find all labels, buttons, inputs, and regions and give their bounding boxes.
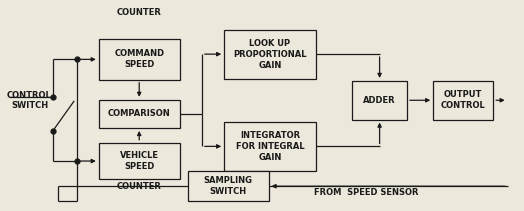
Bar bbox=[224, 122, 315, 171]
Bar bbox=[99, 143, 180, 179]
Bar bbox=[352, 81, 407, 120]
Bar bbox=[433, 81, 493, 120]
Bar bbox=[99, 100, 180, 128]
Text: SAMPLING
SWITCH: SAMPLING SWITCH bbox=[203, 176, 253, 196]
Text: COMMAND
SPEED: COMMAND SPEED bbox=[114, 49, 165, 69]
Text: LOOK UP
PROPORTIONAL
GAIN: LOOK UP PROPORTIONAL GAIN bbox=[233, 39, 307, 70]
Text: VEHICLE
SPEED: VEHICLE SPEED bbox=[119, 151, 159, 171]
Bar bbox=[224, 30, 315, 79]
Bar bbox=[188, 171, 269, 201]
Text: CONTROL
SWITCH: CONTROL SWITCH bbox=[7, 91, 52, 110]
Text: FROM  SPEED SENSOR: FROM SPEED SENSOR bbox=[314, 188, 419, 197]
Bar bbox=[99, 39, 180, 80]
Text: OUTPUT
CONTROL: OUTPUT CONTROL bbox=[441, 90, 486, 110]
Text: INTEGRATOR
FOR INTEGRAL
GAIN: INTEGRATOR FOR INTEGRAL GAIN bbox=[236, 131, 304, 162]
Text: COUNTER: COUNTER bbox=[117, 182, 161, 191]
Text: COMPARISON: COMPARISON bbox=[108, 109, 171, 118]
Text: ADDER: ADDER bbox=[363, 96, 396, 105]
Text: COUNTER: COUNTER bbox=[117, 8, 161, 17]
